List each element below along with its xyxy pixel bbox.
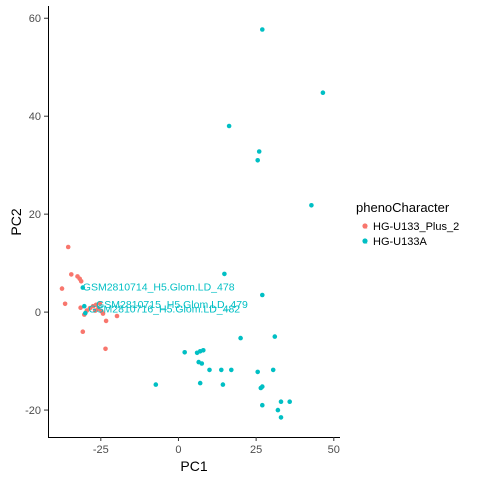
- x-tick-label: 25: [250, 444, 262, 456]
- point-hg-u133a: [238, 335, 243, 341]
- point-hg-u133a: [199, 361, 205, 366]
- point-hg-u133a: [229, 367, 234, 373]
- legend-label-hg-u133a: HG-U133A: [373, 236, 427, 248]
- point-hg-u133-plus-2: [93, 302, 99, 308]
- point-hg-u133a: [207, 367, 212, 373]
- point-hg-u133a: [226, 123, 232, 129]
- point-hg-u133-plus-2: [92, 308, 98, 313]
- x-tick-label: 0: [175, 444, 181, 456]
- legend-title: phenoCharacter: [356, 200, 450, 215]
- point-annotation: GSM2810714_H5.Glom.LD_478: [83, 282, 235, 294]
- point-hg-u133-plus-2: [69, 272, 74, 277]
- annotations-layer: GSM2810714_H5.Glom.LD_478 GSM2810715_H5.G…: [83, 282, 248, 316]
- point-hg-u133a: [153, 382, 159, 387]
- legend-swatch-hg-u133a: [362, 238, 368, 244]
- y-tick-label: 20: [29, 209, 41, 221]
- point-hg-u133a: [197, 380, 203, 386]
- point-hg-u133-plus-2: [103, 318, 109, 324]
- x-axis-title: PC1: [180, 458, 207, 474]
- x-tick-label: -25: [93, 444, 109, 456]
- y-tick-label: 40: [29, 111, 41, 123]
- point-hg-u133-plus-2: [78, 279, 84, 284]
- point-hg-u133a: [260, 292, 265, 298]
- point-hg-u133-plus-2: [78, 305, 83, 311]
- point-hg-u133a: [278, 399, 284, 405]
- point-hg-u133-plus-2: [59, 286, 65, 291]
- point-hg-u133a: [222, 271, 227, 277]
- point-hg-u133a: [83, 310, 88, 316]
- point-hg-u133-plus-2: [100, 311, 106, 316]
- point-hg-u133a: [255, 158, 260, 163]
- point-hg-u133a: [182, 350, 187, 355]
- legend: phenoCharacter HG-U133_Plus_2 a HG-U133A…: [356, 200, 459, 248]
- y-ticks: -20 0 20 40 60: [25, 13, 48, 417]
- y-tick-label: 60: [29, 13, 41, 25]
- legend-label-hg-u133-plus-2: HG-U133_Plus_2: [373, 221, 459, 233]
- point-hg-u133a: [320, 90, 326, 95]
- legend-key-letter-a: a: [363, 222, 368, 231]
- point-hg-u133a: [220, 382, 226, 387]
- point-hg-u133-plus-2: [103, 346, 108, 352]
- x-tick-label: 50: [328, 444, 340, 456]
- point-hg-u133a: [287, 399, 293, 405]
- y-axis-title: PC2: [8, 208, 24, 235]
- point-annotation: GSM2810716_H5.Glom.LD_482: [88, 304, 240, 316]
- point-hg-u133-plus-2: [80, 329, 86, 335]
- legend-swatch-hg-u133-plus-2: [362, 223, 368, 229]
- point-hg-u133a: [219, 367, 224, 373]
- point-hg-u133a: [260, 402, 265, 408]
- point-hg-u133-plus-2: [97, 301, 103, 306]
- point-hg-u133a: [80, 285, 86, 290]
- point-hg-u133a: [260, 27, 265, 32]
- point-hg-u133a: [260, 384, 265, 389]
- points-layer: [59, 27, 326, 420]
- point-hg-u133a: [309, 203, 314, 208]
- point-hg-u133a: [270, 367, 276, 373]
- point-hg-u133a: [82, 303, 87, 309]
- point-hg-u133a: [255, 369, 260, 375]
- point-hg-u133a: [201, 348, 206, 353]
- point-hg-u133a: [272, 334, 278, 339]
- point-annotation: GSM2810715_H5.Glom.LD_479: [96, 299, 248, 311]
- point-hg-u133-plus-2: [65, 244, 71, 250]
- legend-key-letter-a: a: [363, 237, 368, 246]
- point-hg-u133-plus-2: [114, 313, 120, 319]
- point-hg-u133a: [275, 407, 281, 413]
- y-tick-label: -20: [25, 405, 41, 417]
- point-hg-u133a: [278, 415, 284, 420]
- point-hg-u133-plus-2: [62, 301, 68, 307]
- y-tick-label: 0: [35, 307, 41, 319]
- x-ticks: -25 0 25 50: [93, 437, 340, 456]
- point-hg-u133a: [256, 149, 262, 154]
